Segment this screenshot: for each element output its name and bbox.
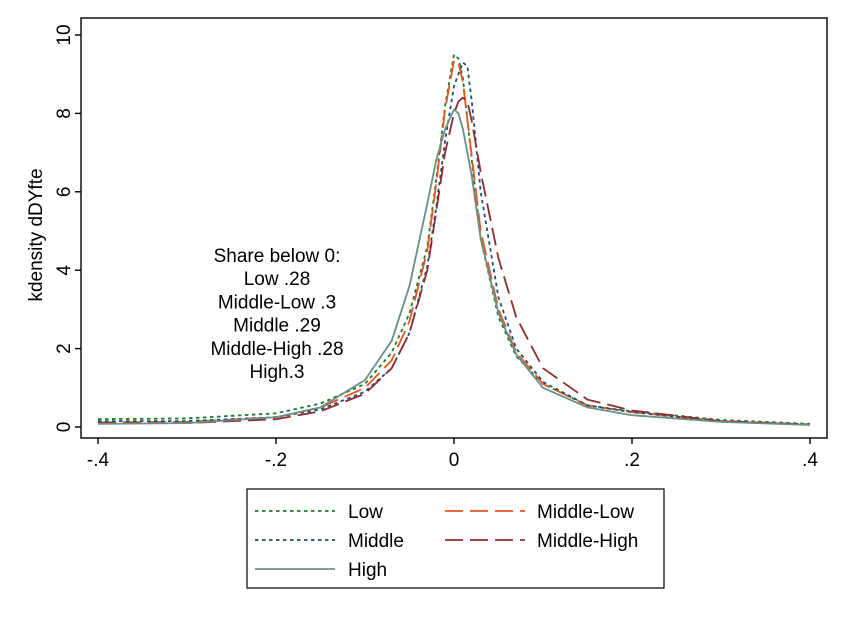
legend-label: Middle-Low [537, 502, 634, 523]
y-axis-title: kdensity dDYfte [26, 168, 47, 301]
series-line-high [97, 108, 811, 426]
series-line-middle-high [98, 96, 811, 426]
series-line-middle-low [97, 59, 811, 426]
annotation-line: High.3 [250, 362, 305, 383]
y-axis: 0 2 4 6 8 10 [54, 24, 81, 432]
annotation-line: Share below 0: [214, 246, 341, 267]
y-tick-label: 8 [54, 108, 75, 119]
annotation-line: Middle-High .28 [210, 339, 343, 360]
y-tick-label: 10 [54, 24, 75, 45]
series-layer [97, 53, 811, 426]
y-tick-label: 6 [54, 187, 75, 198]
legend-label: Middle [348, 531, 404, 552]
x-tick-label: .2 [624, 450, 640, 471]
legend-label: High [348, 560, 387, 581]
annotation-line: Middle .29 [233, 316, 321, 337]
x-axis: -.4 -.2 0 .2 .4 [87, 438, 818, 471]
x-tick-label: -.4 [87, 450, 110, 471]
legend-label: Middle-High [537, 531, 638, 552]
legend-label: Low [348, 502, 383, 523]
annotation-line: Middle-Low .3 [218, 292, 336, 313]
x-tick-label: .4 [802, 450, 818, 471]
series-line-middle [98, 61, 811, 426]
y-tick-label: 2 [54, 343, 75, 354]
legend-box [246, 488, 665, 589]
x-tick-label: 0 [449, 450, 460, 471]
x-tick-label: -.2 [265, 450, 287, 471]
legend: Low Middle-Low Middle Middle-High High [246, 488, 665, 589]
y-tick-label: 0 [54, 422, 75, 433]
y-tick-label: 4 [54, 264, 75, 275]
annotation-line: Low .28 [244, 269, 311, 290]
